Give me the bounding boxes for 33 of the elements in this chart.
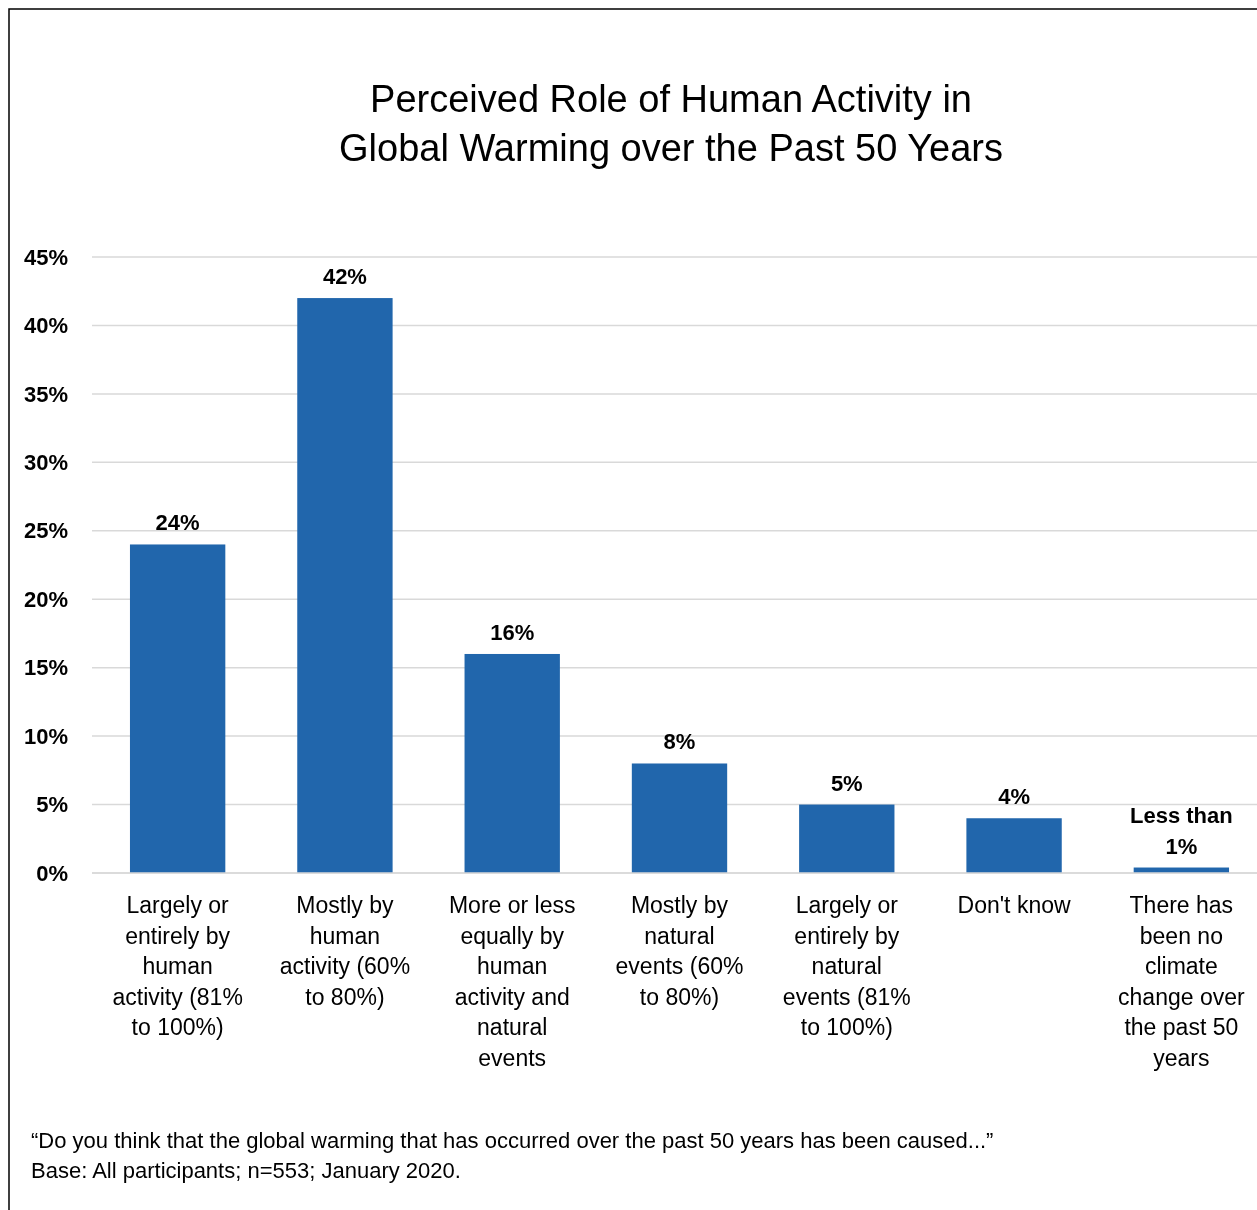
x-tick-label: Mostly by human activity (60% to 80%)	[279, 892, 411, 1010]
bar	[297, 298, 393, 873]
y-tick-label: 25%	[23, 518, 68, 544]
bar	[799, 804, 895, 873]
data-label: 42%	[322, 264, 367, 290]
data-label: 16%	[490, 619, 535, 645]
x-tick-label: There has been no climate change over the past 50 years	[1118, 892, 1245, 1071]
y-tick-label: 20%	[23, 586, 68, 612]
y-tick-label: 35%	[23, 381, 68, 407]
y-tick-label: 30%	[23, 450, 68, 476]
bar	[464, 653, 560, 873]
bar	[631, 763, 728, 873]
data-label: 4%	[998, 784, 1030, 810]
data-label: 8%	[663, 729, 696, 755]
bar	[966, 818, 1062, 873]
y-tick-label: 45%	[23, 244, 68, 270]
data-label: 24%	[155, 510, 200, 536]
y-tick-label: 40%	[23, 313, 68, 339]
y-tick-label: 5%	[36, 792, 68, 818]
data-label: Less than 1%	[1130, 802, 1233, 859]
x-tick-label: Mostly by natural events (60% to 80%)	[615, 892, 744, 1010]
y-tick-label: 0%	[36, 860, 68, 886]
bar	[129, 544, 226, 873]
y-tick-label: 15%	[23, 655, 68, 681]
x-tick-label: More or less equally by human activity and natural events	[448, 892, 576, 1071]
text: Base: All participants; n=553; January 2020.	[31, 1158, 461, 1183]
x-tick-label: Don't know	[957, 892, 1071, 918]
x-tick-label: Largely or entirely by human activity (81% to 100%)	[112, 892, 243, 1040]
chart-title: Perceived Role of Human Activity in Global Warming over the Past 50 Years	[339, 78, 1003, 169]
y-tick-label: 10%	[23, 723, 68, 749]
x-tick-label: Largely or entirely by natural events (81% to 100%)	[782, 892, 911, 1040]
data-label: 5%	[830, 770, 863, 796]
text: “Do you think that the global warming that has occurred over the past 50 years has been caused...”	[31, 1128, 994, 1153]
